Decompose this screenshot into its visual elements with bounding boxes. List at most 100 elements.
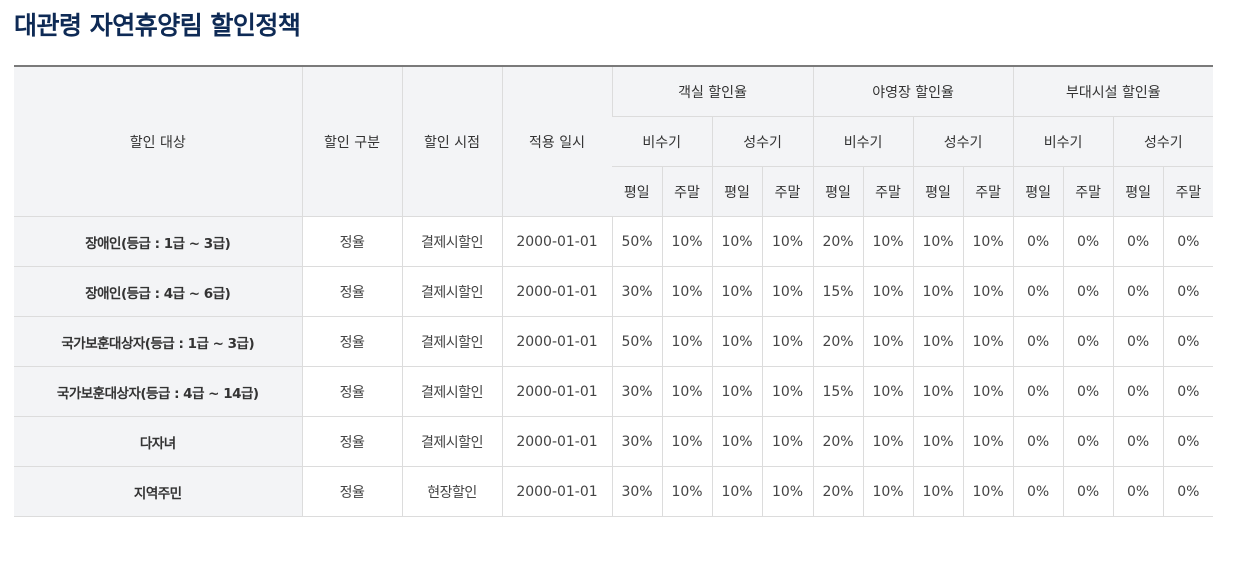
rate-cell: 30%	[611, 416, 662, 467]
header-day: 주말	[962, 166, 1014, 217]
table-row: 국가보훈대상자(등급 : 4급 ~ 14급) 정율 결제시할인 2000-01-01 3…	[14, 366, 1214, 417]
rate-cell: 0%	[1012, 216, 1064, 267]
rate-cell: 10%	[912, 466, 964, 517]
rate-cell: 20%	[812, 416, 864, 467]
page-title: 대관령 자연휴양림 할인정책	[14, 11, 301, 40]
rate-cell: 10%	[962, 466, 1014, 517]
rate-cell: 10%	[761, 316, 814, 367]
rate-cell: 20%	[812, 216, 864, 267]
header-day: 주말	[862, 166, 914, 217]
rate-cell: 10%	[711, 416, 762, 467]
rate-cell: 10%	[761, 416, 814, 467]
rate-cell: 0%	[1162, 316, 1214, 367]
table-row: 장애인(등급 : 1급 ~ 3급) 정율 결제시할인 2000-01-01 50% 10%…	[14, 216, 1214, 267]
header-season: 성수기	[1112, 116, 1214, 167]
rate-cell: 10%	[761, 366, 814, 417]
header-day: 평일	[612, 166, 662, 217]
header-group-room: 객실 할인율	[611, 66, 814, 117]
rate-cell: 30%	[611, 266, 662, 317]
date-cell: 2000-01-01	[501, 266, 612, 317]
rate-cell: 10%	[761, 216, 814, 267]
rate-cell: 50%	[611, 316, 662, 367]
header-time: 할인 시점	[401, 66, 502, 217]
date-cell: 2000-01-01	[501, 416, 612, 467]
rate-cell: 10%	[962, 316, 1014, 367]
header-date: 적용 일시	[501, 66, 612, 217]
rate-cell: 10%	[862, 416, 914, 467]
rate-cell: 10%	[912, 366, 964, 417]
rate-cell: 10%	[912, 416, 964, 467]
header-row-groups: 할인 대상 할인 구분 할인 시점 적용 일시 객실 할인율 야영장 할인율 부…	[14, 66, 1214, 217]
target-cell: 장애인(등급 : 4급 ~ 6급)	[14, 266, 302, 317]
rate-cell: 50%	[611, 216, 662, 267]
kind-cell: 정율	[301, 416, 402, 467]
time-cell: 결제시할인	[401, 366, 502, 417]
rate-cell: 0%	[1012, 366, 1064, 417]
table-row: 다자녀 정율 결제시할인 2000-01-01 30% 10% 10% 10% 20% 10% 10…	[14, 416, 1214, 467]
rate-cell: 0%	[1062, 266, 1114, 317]
rate-cell: 0%	[1112, 216, 1164, 267]
header-target: 할인 대상	[14, 66, 302, 217]
rate-cell: 10%	[962, 266, 1014, 317]
rate-cell: 0%	[1012, 316, 1064, 367]
header-season: 성수기	[711, 116, 814, 167]
time-cell: 결제시할인	[401, 316, 502, 367]
rate-cell: 0%	[1112, 316, 1164, 367]
header-season: 비수기	[812, 116, 914, 167]
header-season: 성수기	[912, 116, 1014, 167]
rate-cell: 10%	[711, 266, 762, 317]
rate-cell: 0%	[1012, 416, 1064, 467]
header-day: 평일	[711, 166, 762, 217]
rate-cell: 10%	[912, 316, 964, 367]
rate-cell: 10%	[761, 266, 814, 317]
rate-cell: 0%	[1062, 416, 1114, 467]
rate-cell: 0%	[1112, 416, 1164, 467]
header-day: 평일	[1012, 166, 1064, 217]
rate-cell: 0%	[1162, 216, 1214, 267]
discount-policy-table: 할인 대상 할인 구분 할인 시점 적용 일시 객실 할인율 야영장 할인율 부…	[14, 65, 1214, 517]
kind-cell: 정율	[301, 216, 402, 267]
time-cell: 결제시할인	[401, 266, 502, 317]
header-season: 비수기	[1012, 116, 1114, 167]
rate-cell: 0%	[1162, 416, 1214, 467]
header-day: 평일	[1112, 166, 1164, 217]
rate-cell: 10%	[661, 316, 712, 367]
rate-cell: 0%	[1162, 466, 1214, 517]
header-row-days: 평일 주말 평일 주말 평일 주말 평일 주말 평일 주말 평일 주말	[14, 166, 1214, 217]
rate-cell: 10%	[661, 466, 712, 517]
rate-cell: 0%	[1062, 466, 1114, 517]
rate-cell: 10%	[862, 316, 914, 367]
rate-cell: 0%	[1112, 266, 1164, 317]
kind-cell: 정율	[301, 266, 402, 317]
rate-cell: 10%	[711, 466, 762, 517]
date-cell: 2000-01-01	[501, 366, 612, 417]
target-cell: 장애인(등급 : 1급 ~ 3급)	[14, 216, 302, 267]
time-cell: 현장할인	[401, 466, 502, 517]
kind-cell: 정율	[301, 366, 402, 417]
header-day: 주말	[661, 166, 712, 217]
rate-cell: 10%	[711, 316, 762, 367]
header-day: 평일	[912, 166, 964, 217]
header-day: 주말	[1162, 166, 1214, 217]
rate-cell: 0%	[1012, 266, 1064, 317]
rate-cell: 10%	[711, 216, 762, 267]
rate-cell: 10%	[862, 366, 914, 417]
rate-cell: 0%	[1112, 366, 1164, 417]
target-cell: 다자녀	[14, 416, 302, 467]
rate-cell: 0%	[1062, 366, 1114, 417]
rate-cell: 20%	[812, 316, 864, 367]
rate-cell: 10%	[862, 266, 914, 317]
table-header: 할인 대상 할인 구분 할인 시점 적용 일시 객실 할인율 야영장 할인율 부…	[14, 66, 1214, 217]
table-row: 국가보훈대상자(등급 : 1급 ~ 3급) 정율 결제시할인 2000-01-01 50…	[14, 316, 1214, 367]
date-cell: 2000-01-01	[501, 316, 612, 367]
kind-cell: 정율	[301, 466, 402, 517]
target-cell: 지역주민	[14, 466, 302, 517]
table-row: 지역주민 정율 현장할인 2000-01-01 30% 10% 10% 10% 20% 10% 10…	[14, 466, 1214, 517]
header-row-seasons: 비수기 성수기 비수기 성수기 비수기 성수기	[14, 116, 1214, 167]
rate-cell: 0%	[1162, 266, 1214, 317]
target-cell: 국가보훈대상자(등급 : 1급 ~ 3급)	[14, 316, 302, 367]
rate-cell: 10%	[661, 366, 712, 417]
date-cell: 2000-01-01	[501, 216, 612, 267]
rate-cell: 30%	[611, 366, 662, 417]
header-group-camping: 야영장 할인율	[812, 66, 1014, 117]
